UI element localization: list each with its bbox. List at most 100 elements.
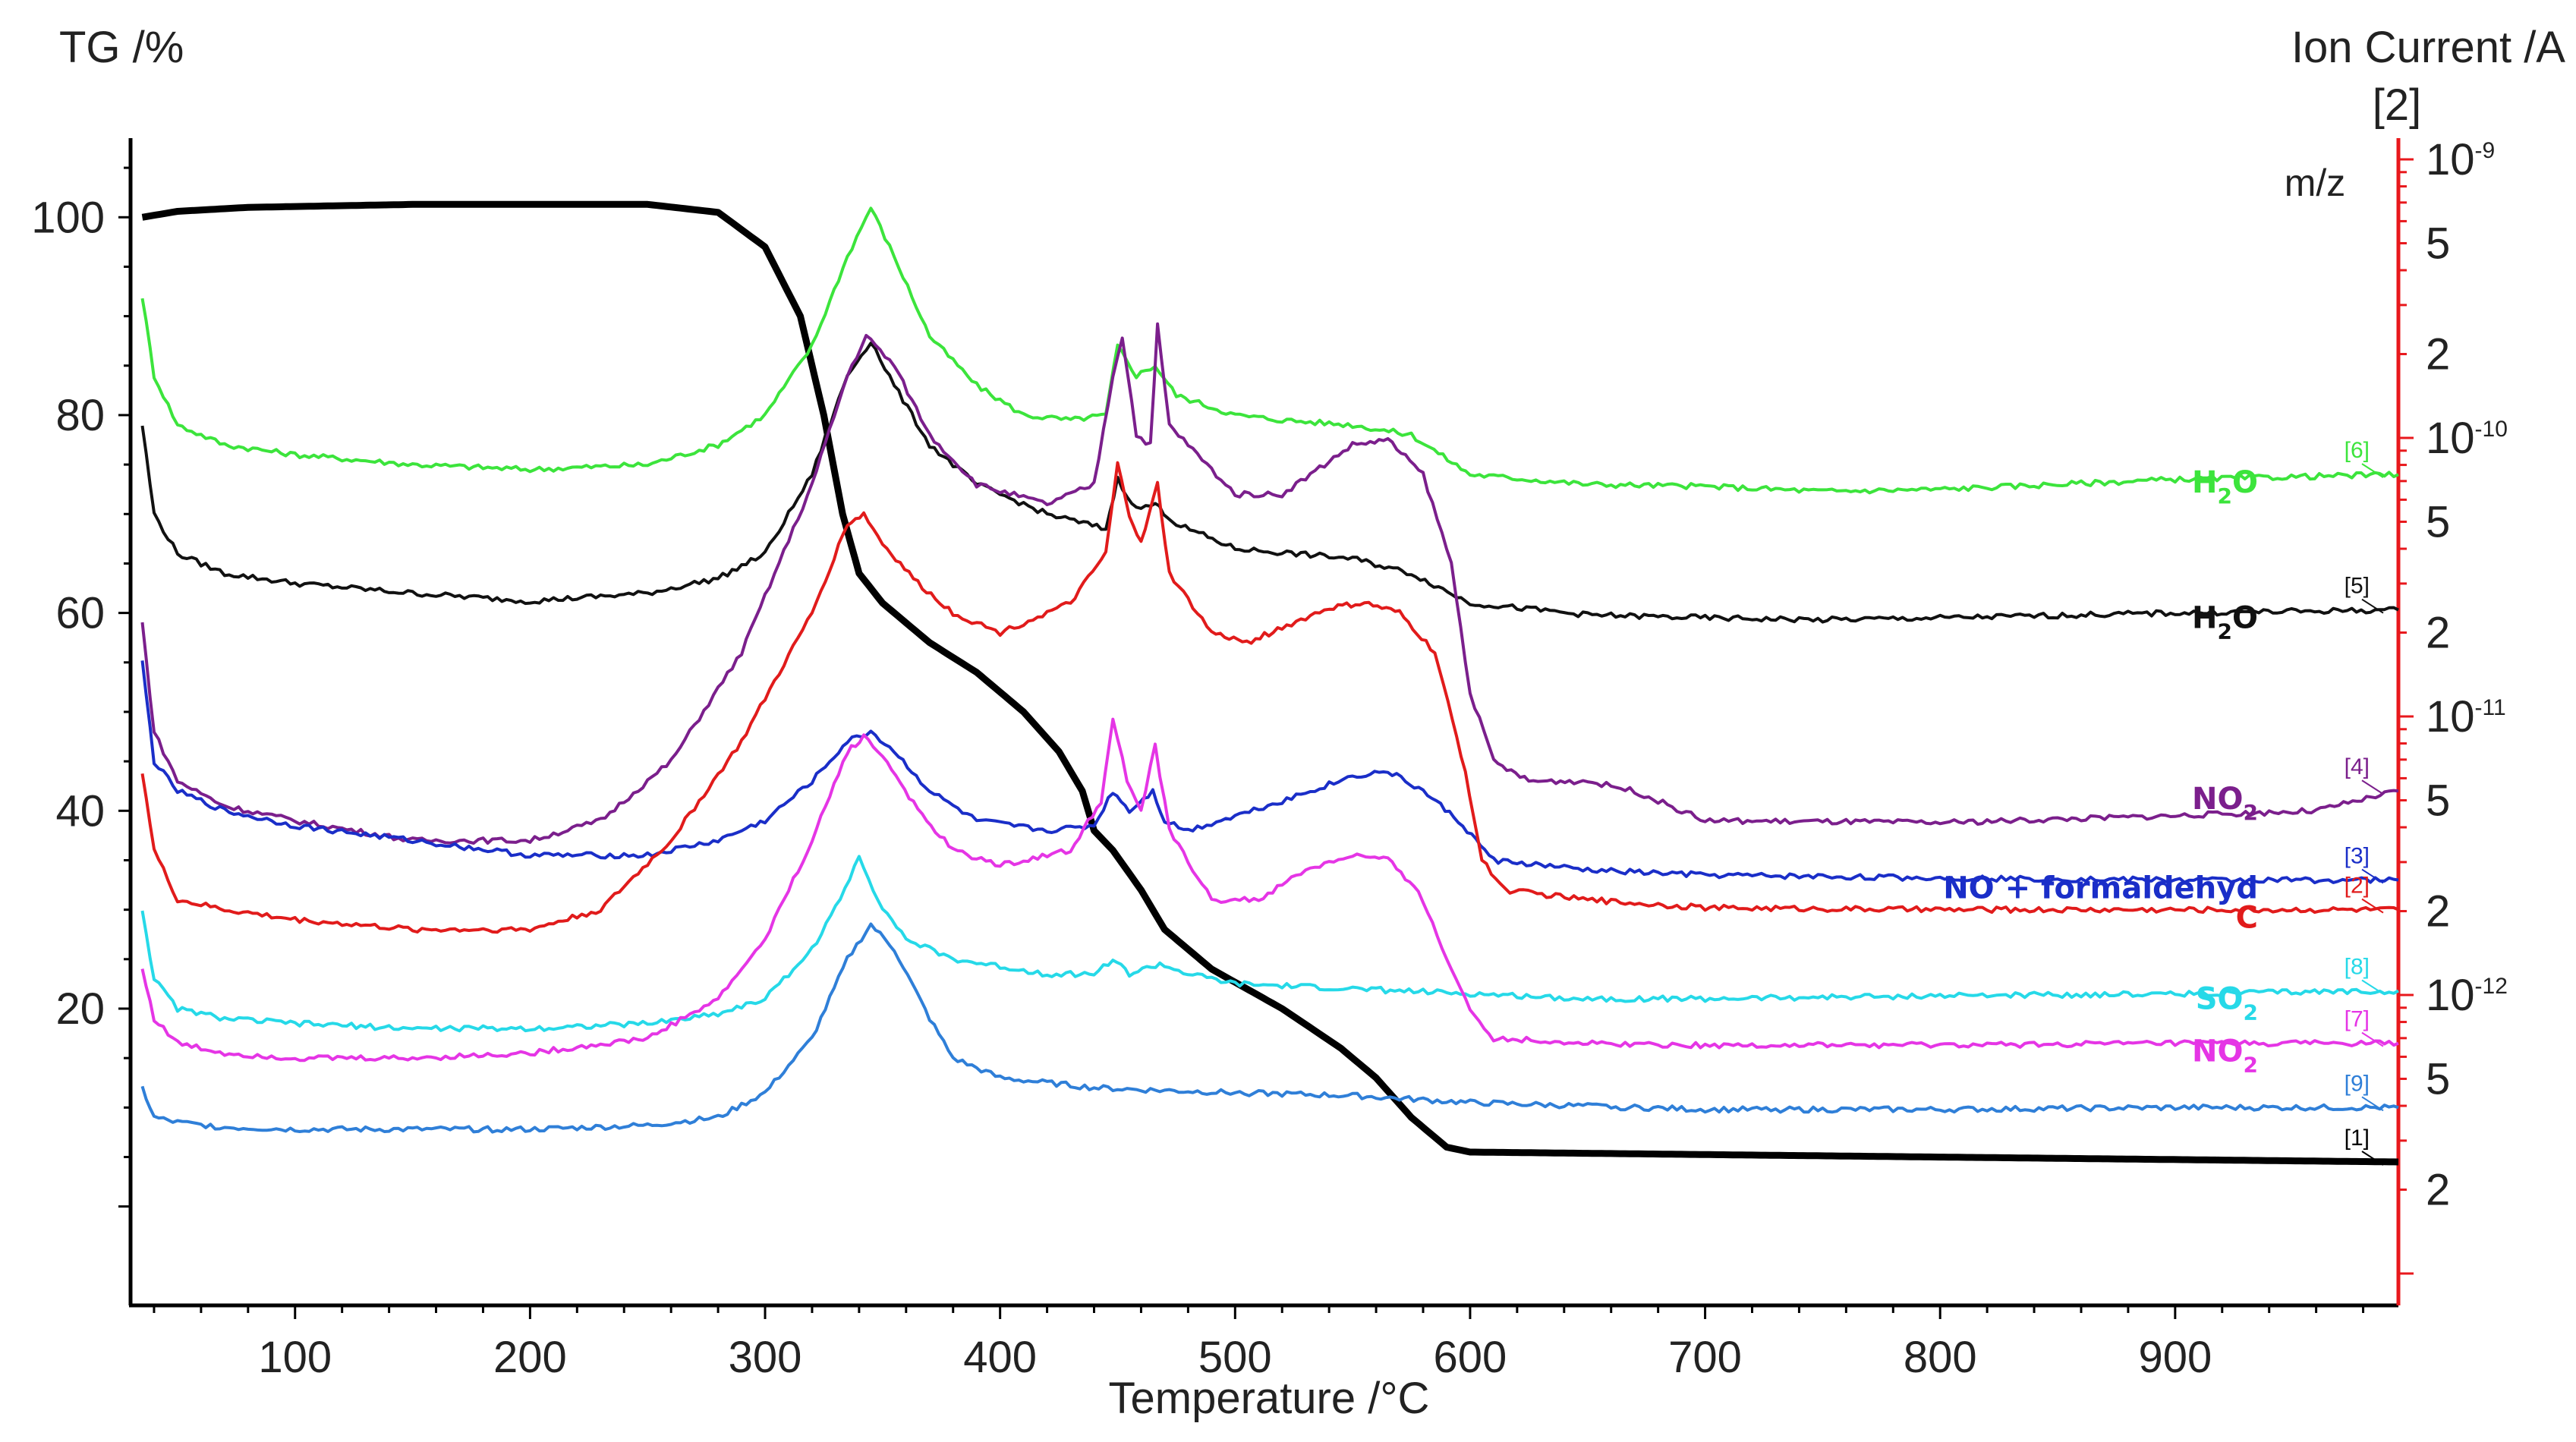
channel-pointer-tg (2361, 1151, 2384, 1166)
channel-pointer-h2o-5 (2361, 598, 2384, 614)
channel-tag-c-2: [2] (2345, 874, 2370, 899)
x-axis-title: Temperature /°C (1109, 1374, 1430, 1423)
channel-pointer-c-2 (2361, 898, 2384, 914)
right-tick-mantissa: 10 (2426, 971, 2475, 1020)
x-tick-label: 400 (963, 1333, 1037, 1382)
left-axis-title: TG /% (59, 23, 184, 72)
left-axis-ticks: 20 40 60 80 100 (31, 166, 131, 1208)
channel-tag-so2-8: [8] (2345, 955, 2370, 980)
x-tick-label: 800 (1904, 1333, 1977, 1382)
right-tick-label: 10-10 (2426, 414, 2508, 463)
right-tick-exponent: -11 (2475, 695, 2506, 720)
x-tick-label: 900 (2138, 1333, 2212, 1382)
x-tick-label: 600 (1434, 1333, 1507, 1382)
right-tick-mantissa: 10 (2426, 414, 2475, 463)
right-tick-label: 2 (2426, 887, 2450, 937)
right-tick-label: 10-9 (2426, 135, 2495, 184)
series-label-base: NO (2192, 1034, 2243, 1069)
series-label-subscript: 2 (2244, 1000, 2258, 1025)
left-tick-label: 40 (55, 786, 105, 836)
series-label-base: NO (2192, 782, 2243, 817)
series-label-tail: O (2232, 465, 2258, 500)
right-tick-mantissa: 2 (2426, 887, 2450, 937)
series-labels: [1][6]H2O[5]H2O[4]NO2[3]NO + formaldehyd… (1943, 438, 2384, 1166)
right-tick-mantissa: 5 (2426, 219, 2450, 268)
channel-tag-no-3: [3] (2345, 844, 2370, 869)
series-label-base: H (2192, 465, 2217, 500)
series-lines (140, 200, 2399, 1166)
right-tick-exponent: -12 (2475, 974, 2508, 999)
channel-pointer-no2-4 (2361, 779, 2384, 795)
series-line-no2-4 (140, 322, 2399, 845)
series-label-subscript: 2 (2218, 619, 2232, 644)
series-label-h2o-6: H2O (2192, 465, 2258, 508)
series-line-no-3 (140, 660, 2399, 885)
x-tick-label: 200 (493, 1333, 567, 1382)
x-tick-label: 300 (729, 1333, 802, 1382)
series-label-base: SO (2196, 982, 2244, 1017)
x-axis-ticks: 100 200 300 400 500 600 700 800 900 (153, 1305, 2365, 1382)
series-label-no-3: NO + formaldehyd (1943, 871, 2258, 906)
series-line-h2o-6 (140, 206, 2399, 495)
series-line-no2-7 (140, 717, 2399, 1063)
channel-pointer-no2-7 (2361, 1031, 2384, 1047)
x-tick-label: 100 (258, 1333, 332, 1382)
series-label-c-2: C (2236, 901, 2258, 936)
channel-tag-ch-9: [9] (2345, 1071, 2370, 1096)
right-tick-label: 10-12 (2426, 971, 2508, 1020)
series-line-tg (141, 200, 2399, 1166)
series-label-no2-4: NO2 (2192, 782, 2258, 825)
right-tick-label: 2 (2426, 1166, 2450, 1215)
series-label-tail: O (2232, 601, 2258, 636)
right-tick-exponent: -9 (2475, 138, 2496, 163)
series-label-no2-7: NO2 (2192, 1034, 2258, 1078)
right-tick-mantissa: 2 (2426, 330, 2450, 379)
series-line-ch-9 (140, 922, 2399, 1134)
right-tick-mantissa: 5 (2426, 776, 2450, 825)
left-tick-label: 80 (55, 391, 105, 440)
channel-pointer-no-3 (2361, 868, 2384, 884)
series-label-subscript: 2 (2244, 1053, 2258, 1078)
right-tick-exponent: -10 (2475, 417, 2508, 442)
right-tick-label: 2 (2426, 609, 2450, 658)
x-tick-label: 500 (1198, 1333, 1272, 1382)
channel-tag-h2o-6: [6] (2345, 438, 2370, 463)
right-tick-label: 5 (2426, 776, 2450, 825)
right-axis-unit-label: m/z (2285, 162, 2346, 204)
series-label-subscript: 2 (2244, 800, 2258, 825)
channel-tag-h2o-5: [5] (2345, 574, 2370, 599)
channel-pointer-so2-8 (2361, 979, 2384, 995)
channel-pointer-ch-9 (2361, 1096, 2384, 1112)
series-label-subscript: 2 (2218, 483, 2232, 508)
right-tick-label: 5 (2426, 219, 2450, 268)
channel-tag-tg: [1] (2345, 1126, 2370, 1151)
left-tick-label: 60 (55, 589, 105, 638)
right-tick-mantissa: 2 (2426, 609, 2450, 658)
series-label-base: NO + formaldehyd (1943, 871, 2258, 906)
right-axis-title: Ion Current /A (2291, 23, 2565, 72)
right-tick-label: 5 (2426, 1054, 2450, 1104)
series-label-so2-8: SO2 (2196, 982, 2258, 1025)
left-tick-label: 20 (55, 984, 105, 1034)
right-tick-label: 2 (2426, 330, 2450, 379)
series-label-h2o-5: H2O (2192, 601, 2258, 644)
right-tick-mantissa: 2 (2426, 1166, 2450, 1215)
right-tick-label: 10-11 (2426, 692, 2506, 741)
series-line-c-2 (140, 461, 2399, 934)
right-tick-mantissa: 10 (2426, 692, 2475, 741)
right-tick-mantissa: 5 (2426, 497, 2450, 546)
series-label-base: H (2192, 601, 2217, 636)
x-tick-label: 700 (1668, 1333, 1742, 1382)
channel-pointer-h2o-6 (2361, 463, 2384, 478)
right-tick-mantissa: 5 (2426, 1054, 2450, 1104)
right-tick-mantissa: 10 (2426, 135, 2475, 184)
series-line-so2-8 (140, 855, 2399, 1033)
series-line-h2o-5 (140, 342, 2399, 624)
left-tick-label: 100 (31, 193, 105, 242)
right-tick-label: 5 (2426, 497, 2450, 546)
channel-tag-no2-7: [7] (2345, 1007, 2370, 1032)
right-axis-channel: [2] (2373, 80, 2422, 130)
channel-tag-no2-4: [4] (2345, 754, 2370, 779)
